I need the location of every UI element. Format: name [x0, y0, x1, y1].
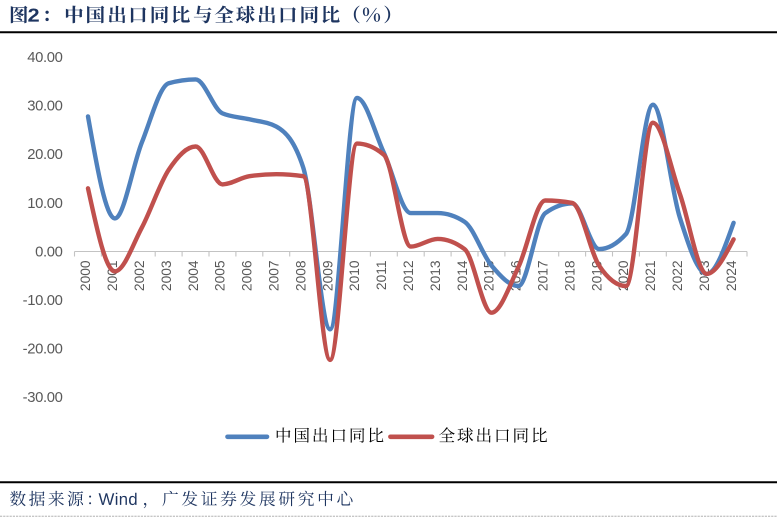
svg-text:2018: 2018 [562, 260, 577, 291]
svg-text:2000: 2000 [78, 260, 93, 291]
svg-text:-10.00: -10.00 [23, 293, 63, 309]
svg-text:2006: 2006 [240, 260, 255, 291]
svg-text:0.00: 0.00 [35, 244, 63, 260]
svg-text:2008: 2008 [293, 260, 308, 291]
svg-text:2010: 2010 [347, 260, 362, 291]
svg-text:-20.00: -20.00 [23, 342, 63, 358]
svg-text:2004: 2004 [186, 260, 201, 291]
svg-text:2012: 2012 [401, 260, 416, 291]
svg-text:20.00: 20.00 [27, 147, 62, 163]
svg-text:2011: 2011 [374, 260, 389, 290]
svg-text:-30.00: -30.00 [23, 390, 63, 406]
svg-text:2013: 2013 [428, 260, 443, 291]
svg-text:40.00: 40.00 [27, 50, 62, 66]
svg-text:10.00: 10.00 [27, 196, 62, 212]
svg-text:2009: 2009 [320, 260, 335, 291]
svg-text:2024: 2024 [724, 260, 739, 291]
svg-text:2021: 2021 [643, 260, 658, 291]
svg-text:2002: 2002 [132, 260, 147, 291]
svg-text:2014: 2014 [455, 260, 470, 291]
svg-text:2007: 2007 [267, 260, 282, 291]
svg-text:2003: 2003 [159, 260, 174, 291]
svg-text:2022: 2022 [670, 260, 685, 291]
svg-text:2017: 2017 [536, 260, 551, 291]
svg-text:30.00: 30.00 [27, 99, 62, 115]
svg-text:2005: 2005 [213, 260, 228, 291]
